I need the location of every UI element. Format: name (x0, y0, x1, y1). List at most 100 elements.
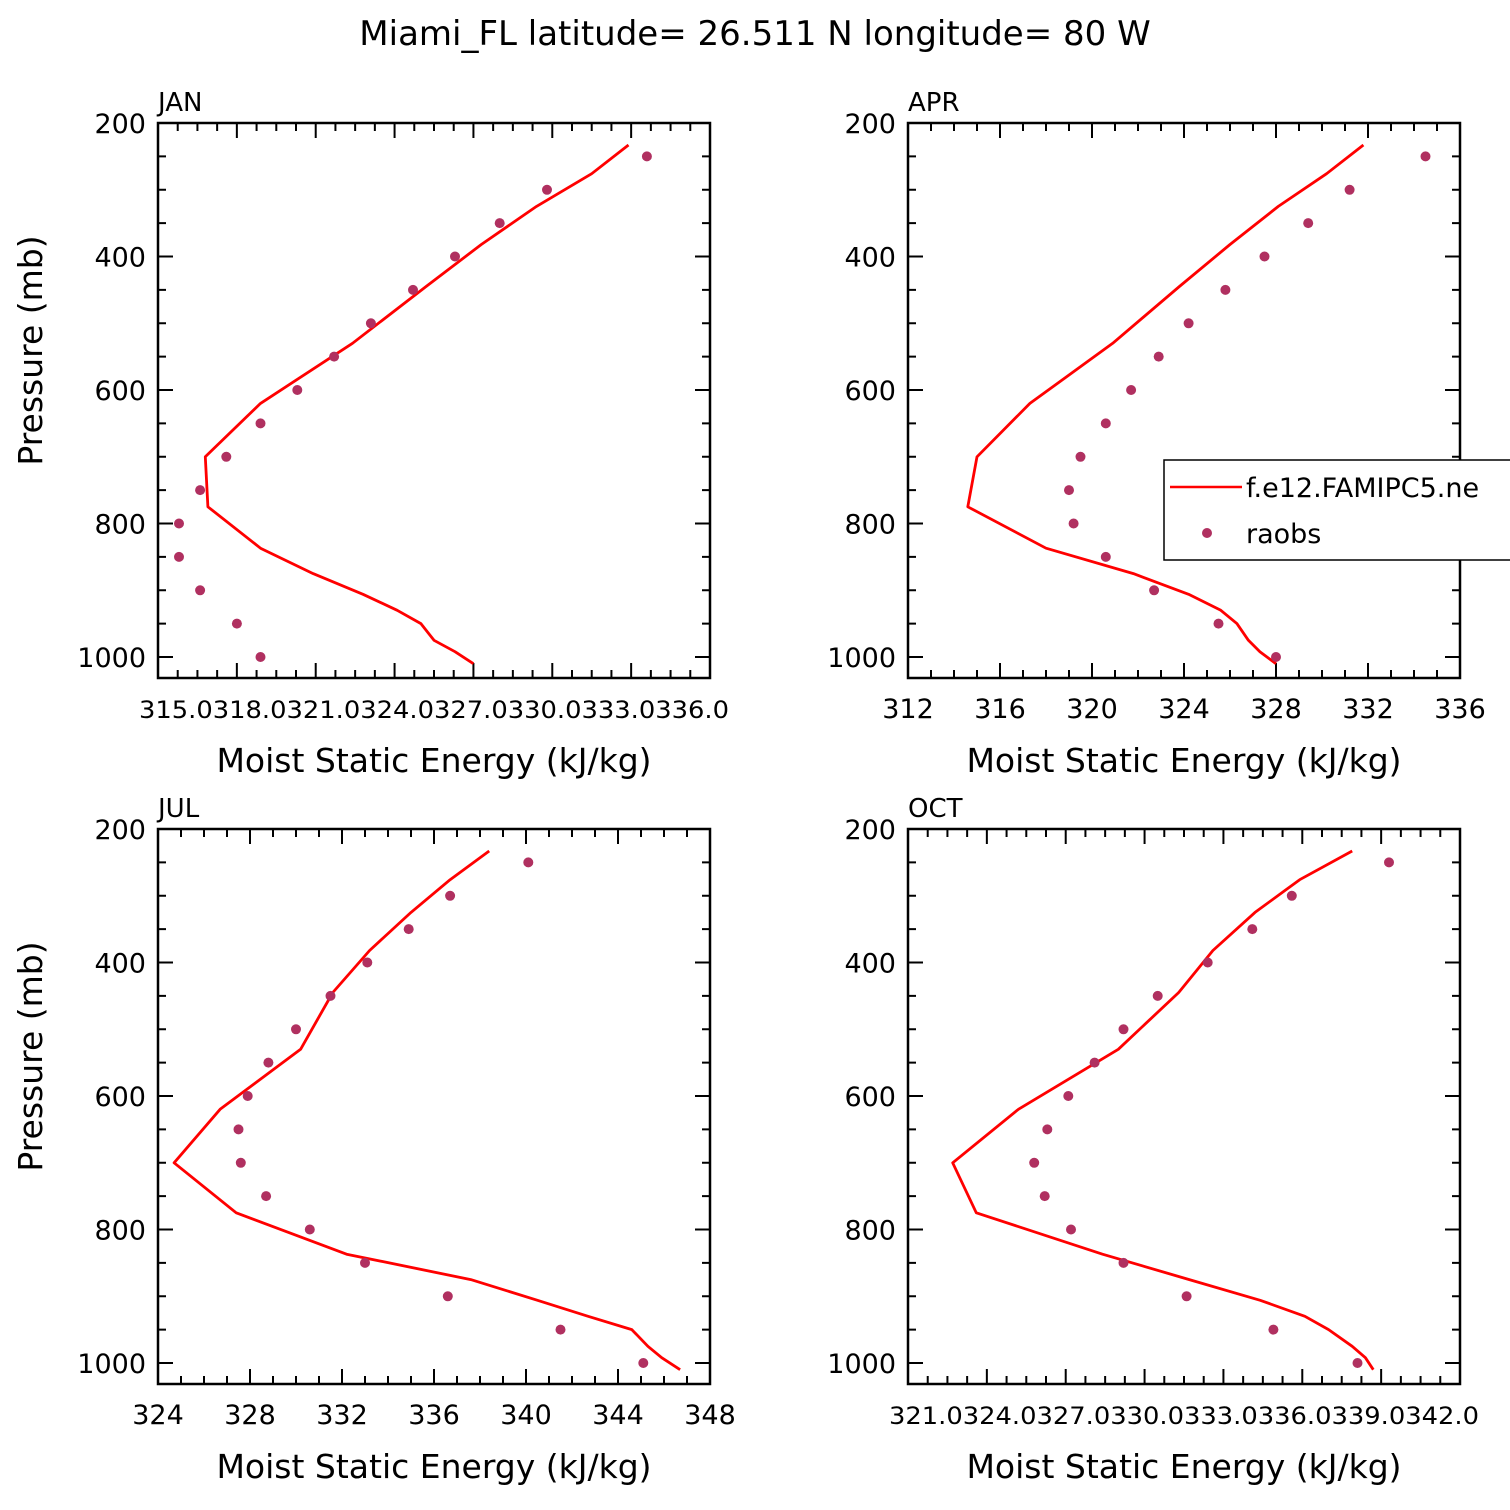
legend-box (1163, 459, 1510, 561)
obs-point (1259, 251, 1270, 262)
y-tick-label: 800 (844, 510, 896, 541)
x-tick-label: 328 (224, 1400, 276, 1431)
obs-point (362, 957, 373, 968)
panels: JAN 200 400 600 800 1000 315.0318.0321.0324.03… (11, 88, 1486, 1486)
y-tick-label: 1000 (77, 643, 146, 674)
obs-point (1247, 924, 1258, 935)
obs-point (1126, 385, 1137, 395)
obs-point (1384, 857, 1394, 868)
panel-label: JAN (156, 88, 202, 118)
obs-point (1220, 284, 1231, 295)
x-tick-label: 344 (592, 1400, 644, 1431)
panel-oct: OCT 200 400 600 800 1000 321.0324.0327.0330.03… (827, 794, 1479, 1486)
x-tick-label: 320 (1066, 694, 1118, 725)
obs-point (1268, 1324, 1279, 1335)
obs-point (1152, 990, 1163, 1001)
y-tick-label: 400 (94, 243, 146, 274)
obs-point (1213, 618, 1224, 629)
obs-point (291, 1024, 301, 1035)
y-tick-label: 1000 (827, 643, 896, 674)
x-tick-label: 336 (408, 1400, 460, 1431)
obs-point (233, 1124, 244, 1135)
legend-obs-marker (1202, 528, 1212, 538)
obs-point (1039, 1191, 1050, 1202)
obs-point (235, 1157, 246, 1168)
x-tick-label: 336 (1434, 694, 1486, 725)
obs-point (523, 857, 534, 868)
obs-point (292, 385, 303, 395)
panel-apr: APR 200 400 600 800 1000 312 316 320 324 328 332 336… (827, 88, 1485, 780)
model-series-line (966, 143, 1365, 665)
y-tick-label: 200 (844, 815, 896, 846)
obs-point (638, 1358, 649, 1368)
model-series-line (951, 849, 1375, 1371)
obs-point (1089, 1057, 1100, 1068)
obs-point (325, 990, 336, 1001)
obs-point (1064, 485, 1074, 496)
obs-point (1181, 1291, 1192, 1302)
obs-point (542, 184, 552, 195)
obs-point (1118, 1024, 1129, 1035)
obs-point (174, 551, 184, 562)
obs-point (1183, 318, 1194, 329)
x-tick-label: 332 (1342, 694, 1394, 725)
y-tick-label: 800 (94, 510, 146, 541)
plot-frame (156, 827, 712, 1386)
obs-point (1420, 151, 1431, 162)
panel-label: JUL (156, 794, 200, 824)
x-tick-label: 340 (500, 1400, 552, 1431)
obs-point (450, 251, 460, 262)
y-tick-label: 400 (844, 243, 896, 274)
obs-point (1118, 1257, 1129, 1268)
y-tick-label: 200 (844, 109, 896, 140)
obs-point (1149, 585, 1160, 596)
plot-frame (156, 121, 712, 680)
y-tick-label: 200 (94, 815, 146, 846)
legend-model-label: f.e12.FAMIPC5.ne (1246, 473, 1479, 504)
panel-jan: JAN 200 400 600 800 1000 315.0318.0321.0324.03… (11, 88, 729, 780)
model-series-line (203, 143, 630, 665)
panel-label: OCT (908, 794, 963, 824)
obs-point (403, 924, 414, 935)
x-tick-label: 324 (132, 1400, 184, 1431)
obs-point (1066, 1224, 1076, 1235)
x-tick-labels: 321.0324.0327.0330.0333.0336.0339.0342.0 (889, 1402, 1479, 1430)
obs-point (445, 890, 456, 901)
x-tick-label: 332 (316, 1400, 368, 1431)
obs-point (1042, 1124, 1053, 1135)
obs-point (221, 451, 232, 462)
x-tick-label: 316 (974, 694, 1026, 725)
obs-point (1344, 184, 1355, 195)
x-axis-label: Moist Static Energy (kJ/kg) (966, 741, 1401, 780)
obs-point (1068, 518, 1079, 529)
y-tick-label: 600 (844, 376, 896, 407)
obs-point (641, 151, 652, 162)
x-tick-label: 324 (1158, 694, 1210, 725)
y-tick-label: 400 (844, 949, 896, 980)
obs-point (261, 1191, 272, 1202)
x-tick-label: 348 (684, 1400, 736, 1431)
obs-point (195, 485, 206, 496)
obs-point (1100, 551, 1111, 562)
y-tick-label: 400 (94, 949, 146, 980)
y-tick-label: 600 (94, 376, 146, 407)
model-series-line (172, 849, 681, 1371)
obs-point (231, 618, 242, 629)
obs-point (1286, 890, 1297, 901)
obs-point (1271, 652, 1281, 662)
obs-point (1029, 1157, 1040, 1168)
y-tick-label: 600 (94, 1082, 146, 1113)
obs-point (329, 351, 340, 362)
obs-point (304, 1224, 315, 1235)
obs-point (255, 418, 266, 429)
plot-frame (906, 827, 1462, 1386)
y-axis-label: Pressure (mb) (11, 235, 50, 465)
x-axis-label: Moist Static Energy (kJ/kg) (216, 741, 651, 780)
obs-point (1100, 418, 1111, 429)
obs-point (365, 318, 376, 329)
y-tick-label: 1000 (827, 1349, 896, 1380)
obs-point (1352, 1358, 1363, 1368)
figure-title: Miami_FL latitude= 26.511 N longitude= 8… (359, 14, 1150, 54)
x-tick-label: 312 (882, 694, 934, 725)
